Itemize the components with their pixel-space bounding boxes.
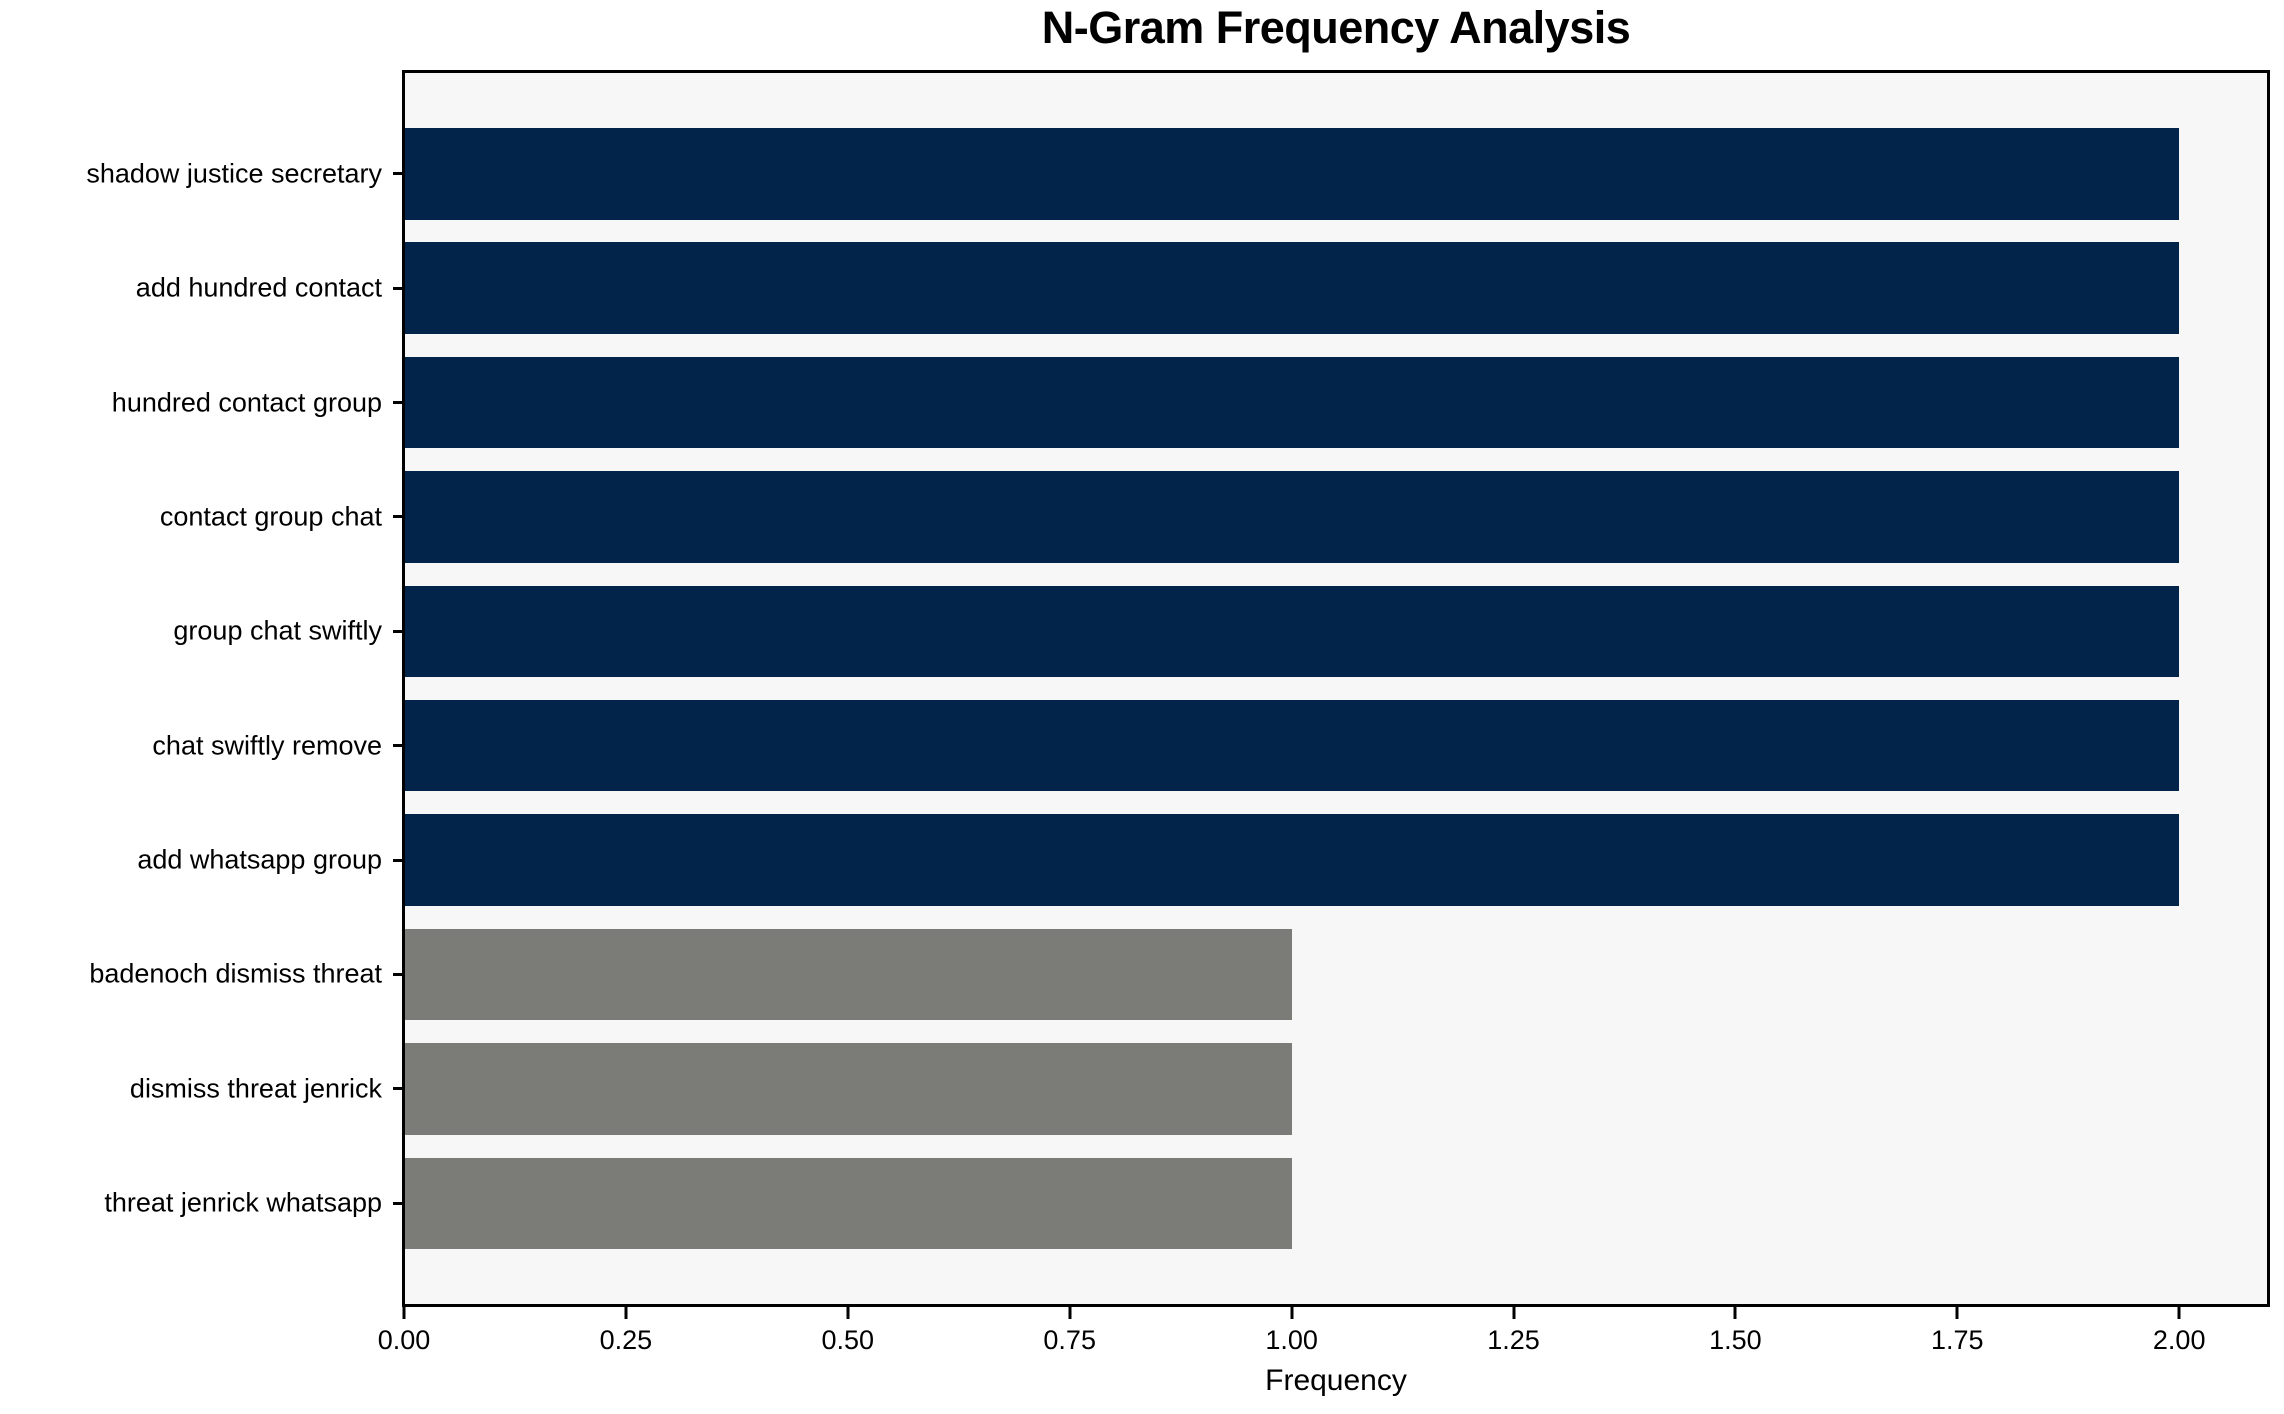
- y-tick-mark: [393, 1201, 404, 1205]
- x-axis: 0.00 0.25 0.50 0.75 1.00 1.25 1.50 1.75 2.00: [378, 1305, 2268, 1414]
- y-tick-mark: [393, 286, 404, 290]
- x-tick-mark: [846, 1307, 850, 1319]
- x-tick-mark: [624, 1307, 628, 1319]
- x-tick-label: 0.00: [377, 1325, 431, 1355]
- y-tick-mark: [393, 972, 404, 976]
- x-tick-mark: [2177, 1307, 2181, 1319]
- bar: [404, 242, 2180, 334]
- x-tick-mark: [402, 1307, 406, 1319]
- y-tick-label: badenoch dismiss threat: [89, 958, 382, 989]
- y-axis: shadow justice secretary add hundred cont…: [0, 72, 404, 1305]
- y-tick-label: dismiss threat jenrick: [129, 1073, 382, 1104]
- x-axis-title: Frequency: [1265, 1364, 1407, 1397]
- y-tick-label: contact group chat: [159, 501, 382, 532]
- bar: [404, 585, 2180, 678]
- x-tick-label: 1.00: [1265, 1325, 1318, 1355]
- y-tick-label: add hundred contact: [135, 272, 382, 303]
- y-tick-mark: [393, 515, 404, 519]
- x-tick-mark: [1068, 1307, 1072, 1319]
- bar: [404, 1043, 1292, 1135]
- x-tick-label: 2.00: [2152, 1325, 2206, 1355]
- x-tick-label: 0.50: [821, 1325, 875, 1355]
- y-tick-mark: [393, 744, 404, 748]
- y-tick-mark: [393, 1087, 404, 1091]
- x-tick-label: 1.25: [1487, 1325, 1540, 1355]
- x-tick-label: 0.25: [599, 1325, 653, 1355]
- y-tick-label: chat swiftly remove: [152, 730, 382, 761]
- chart-title: N-Gram Frequency Analysis: [1041, 2, 1631, 53]
- bar: [404, 356, 2180, 449]
- bar: [404, 928, 1292, 1021]
- x-tick-label: 1.75: [1931, 1325, 1984, 1355]
- y-tick-label: group chat swiftly: [173, 615, 382, 646]
- x-tick-label: 0.75: [1043, 1325, 1096, 1355]
- bar: [404, 1157, 1292, 1249]
- bar: [404, 814, 2180, 906]
- y-tick-mark: [393, 629, 404, 633]
- x-tick-mark: [1733, 1307, 1737, 1319]
- y-tick-mark: [393, 858, 404, 862]
- y-tick-label: threat jenrick whatsapp: [104, 1187, 382, 1218]
- x-tick-mark: [1290, 1307, 1294, 1319]
- x-tick-mark: [1955, 1307, 1959, 1319]
- bar: [404, 699, 2180, 792]
- y-tick-mark: [393, 172, 404, 176]
- y-tick-label: hundred contact group: [111, 387, 382, 418]
- y-tick-label: shadow justice secretary: [86, 158, 382, 189]
- x-tick-mark: [1512, 1307, 1515, 1319]
- plot-area: [404, 72, 2268, 1305]
- bar: [404, 471, 2180, 563]
- bar: [404, 128, 2180, 220]
- x-tick-label: 1.50: [1709, 1325, 1762, 1355]
- y-tick-mark: [393, 401, 404, 405]
- y-tick-label: add whatsapp group: [137, 844, 382, 875]
